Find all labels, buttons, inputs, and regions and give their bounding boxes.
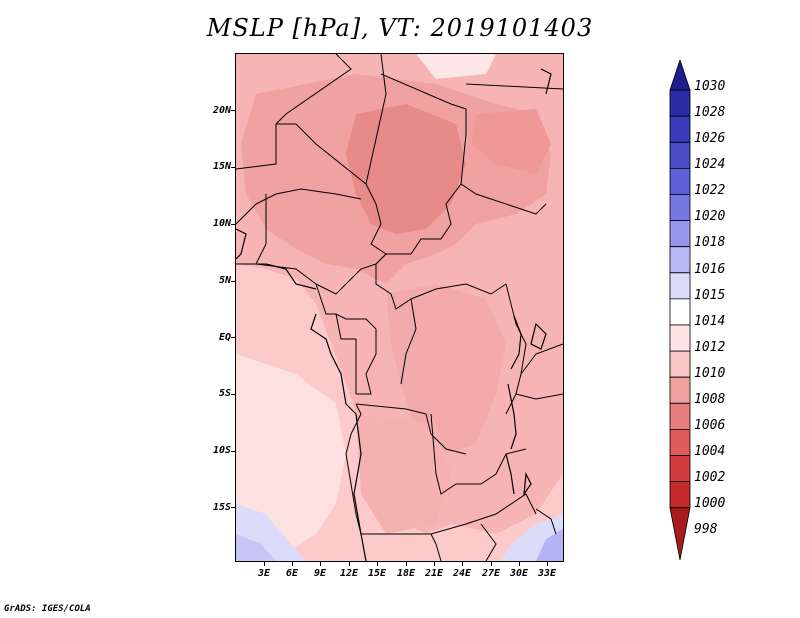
lon-label: 18E bbox=[396, 568, 416, 579]
lon-label: 12E bbox=[339, 568, 359, 579]
colorbar-segment bbox=[669, 298, 691, 326]
colorbar-label: 1002 bbox=[694, 470, 726, 485]
lat-tick bbox=[231, 167, 235, 168]
colorbar-label: 1030 bbox=[694, 79, 726, 94]
colorbar-segment bbox=[669, 246, 691, 274]
lat-tick bbox=[231, 224, 235, 225]
colorbar-label: 1012 bbox=[694, 340, 726, 355]
colorbar-label: 1024 bbox=[694, 157, 726, 172]
lon-tick bbox=[264, 562, 265, 566]
colorbar-segment bbox=[669, 350, 691, 378]
colorbar-label: 1010 bbox=[694, 366, 726, 381]
colorbar-label: 1026 bbox=[694, 131, 726, 146]
colorbar-label: 1018 bbox=[694, 235, 726, 250]
pressure-field-map bbox=[236, 54, 563, 561]
map-panel bbox=[235, 53, 564, 562]
colorbar-label: 1004 bbox=[694, 444, 726, 459]
lat-label: 15N bbox=[212, 161, 231, 172]
colorbar-label: 1015 bbox=[694, 288, 726, 303]
lon-tick bbox=[547, 562, 548, 566]
lat-label: EQ bbox=[218, 332, 231, 343]
lon-tick bbox=[320, 562, 321, 566]
lon-label: 6E bbox=[285, 568, 299, 579]
lon-tick bbox=[406, 562, 407, 566]
lon-tick bbox=[491, 562, 492, 566]
lat-tick bbox=[231, 281, 235, 282]
colorbar-segment bbox=[669, 429, 691, 456]
colorbar-label: 1022 bbox=[694, 183, 726, 198]
lon-label: 21E bbox=[424, 568, 444, 579]
colorbar-segment bbox=[669, 220, 691, 248]
colorbar-segment bbox=[669, 194, 691, 221]
lat-tick bbox=[231, 394, 235, 395]
colorbar bbox=[669, 60, 691, 560]
lon-label: 24E bbox=[452, 568, 472, 579]
map-title: MSLP [hPa], VT: 2019101403 bbox=[206, 14, 594, 42]
lat-tick bbox=[231, 110, 235, 111]
colorbar-segment bbox=[669, 507, 691, 560]
lat-label: 20N bbox=[212, 105, 231, 116]
lon-label: 9E bbox=[313, 568, 327, 579]
colorbar-segment bbox=[669, 455, 691, 482]
lon-tick bbox=[349, 562, 350, 566]
lon-label: 30E bbox=[509, 568, 529, 579]
colorbar-segment bbox=[669, 402, 691, 430]
lat-tick bbox=[231, 507, 235, 508]
lat-label: 5N bbox=[218, 275, 231, 286]
colorbar-segment bbox=[669, 60, 691, 91]
colorbar-label: 1028 bbox=[694, 105, 726, 120]
colorbar-label: 1014 bbox=[694, 314, 726, 329]
colorbar-segment bbox=[669, 376, 691, 404]
colorbar-segment bbox=[669, 141, 691, 169]
footer-credit: GrADS: IGES/COLA bbox=[4, 604, 91, 614]
lon-tick bbox=[434, 562, 435, 566]
lon-label: 33E bbox=[537, 568, 557, 579]
lon-tick bbox=[377, 562, 378, 566]
lon-tick bbox=[519, 562, 520, 566]
colorbar-label: 1020 bbox=[694, 209, 726, 224]
lon-tick bbox=[292, 562, 293, 566]
lon-label: 3E bbox=[257, 568, 271, 579]
colorbar-label: 1000 bbox=[694, 496, 726, 511]
lat-label: 10S bbox=[212, 445, 231, 456]
lat-label: 5S bbox=[218, 388, 231, 399]
colorbar-segment bbox=[669, 481, 691, 509]
lat-label: 10N bbox=[212, 218, 231, 229]
lon-label: 15E bbox=[367, 568, 387, 579]
lat-tick bbox=[231, 337, 235, 338]
colorbar-segment bbox=[669, 115, 691, 143]
colorbar-label: 998 bbox=[694, 522, 718, 537]
lat-tick bbox=[231, 451, 235, 452]
colorbar-segment bbox=[669, 89, 691, 117]
colorbar-segment bbox=[669, 272, 691, 300]
lat-label: 15S bbox=[212, 502, 231, 513]
colorbar-label: 1008 bbox=[694, 392, 726, 407]
colorbar-label: 1006 bbox=[694, 418, 726, 433]
colorbar-label: 1016 bbox=[694, 262, 726, 277]
lon-label: 27E bbox=[481, 568, 501, 579]
lon-tick bbox=[462, 562, 463, 566]
colorbar-segment bbox=[669, 324, 691, 352]
colorbar-segment bbox=[669, 168, 691, 195]
